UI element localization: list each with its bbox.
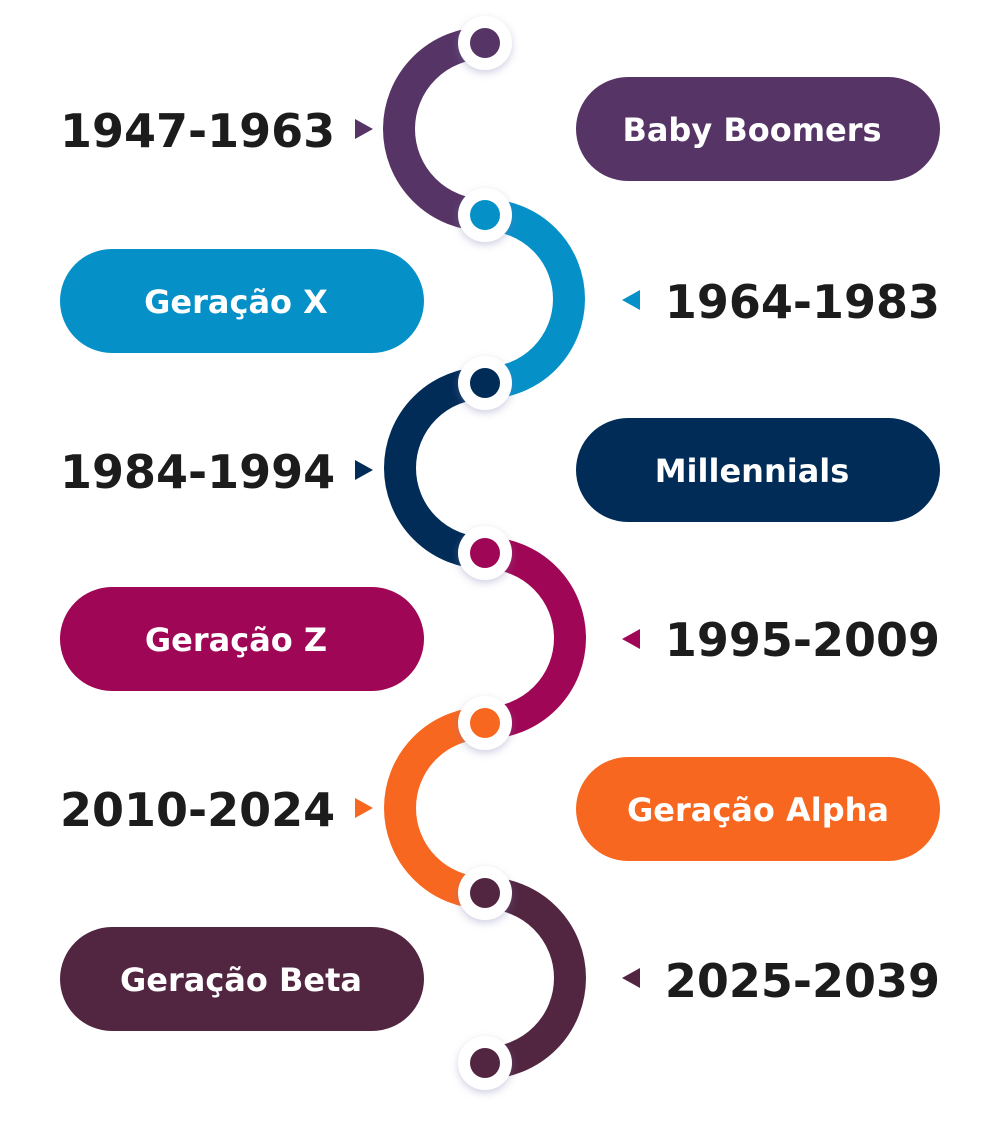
- arrow-right-icon: [355, 460, 373, 480]
- generation-row-millennials: 1984-1994 Millennials: [60, 418, 940, 522]
- arc-segment-millennials: [384, 367, 486, 569]
- year-range-label: 1947-1963: [60, 104, 335, 158]
- arrow-left-icon: [622, 968, 640, 988]
- arrow-right-icon: [355, 798, 373, 818]
- timeline-dot-7: [458, 1036, 512, 1090]
- arc-segment-geracao-beta: [484, 877, 586, 1079]
- generation-pill: [576, 418, 940, 522]
- timeline-dot-2: [458, 188, 512, 242]
- timeline-dot-4: [458, 526, 512, 580]
- arc-segment-baby-boomers: [383, 27, 486, 231]
- generation-pill: [60, 927, 424, 1031]
- generation-pill: [60, 587, 424, 691]
- generation-row-geracao-z: Geração Z 1995-2009: [60, 587, 940, 691]
- generation-name-label: Millennials: [655, 452, 850, 490]
- timeline-dot-1: [458, 16, 512, 70]
- year-range-label: 1964-1983: [665, 275, 940, 329]
- timeline-dot-5: [458, 696, 512, 750]
- generation-row-geracao-alpha: 2010-2024 Geração Alpha: [60, 757, 940, 861]
- year-range-label: 2010-2024: [60, 783, 335, 837]
- generation-name-label: Geração X: [144, 283, 328, 321]
- generation-pill: [576, 757, 940, 861]
- arc-segment-geracao-z: [484, 537, 586, 739]
- arrow-left-icon: [622, 290, 640, 310]
- generation-row-geracao-beta: Geração Beta 2025-2039: [60, 927, 940, 1031]
- generation-pill: [576, 77, 940, 181]
- generation-name-label: Geração Z: [145, 621, 327, 659]
- arc-segment-geracao-alpha: [384, 707, 486, 909]
- year-range-label: 2025-2039: [665, 954, 940, 1008]
- generation-row-baby-boomers: 1947-1963 Baby Boomers: [60, 77, 940, 181]
- timeline-dot-3: [458, 356, 512, 410]
- generation-pill: [60, 249, 424, 353]
- generation-row-geracao-x: Geração X 1964-1983: [60, 249, 940, 353]
- arrow-right-icon: [355, 119, 373, 139]
- generation-name-label: Baby Boomers: [622, 111, 881, 149]
- arc-segment-geracao-x: [484, 199, 585, 399]
- generation-name-label: Geração Alpha: [627, 791, 889, 829]
- timeline-dot-6: [458, 866, 512, 920]
- year-range-label: 1995-2009: [665, 613, 940, 667]
- generation-name-label: Geração Beta: [120, 961, 362, 999]
- year-range-label: 1984-1994: [60, 445, 335, 499]
- arrow-left-icon: [622, 629, 640, 649]
